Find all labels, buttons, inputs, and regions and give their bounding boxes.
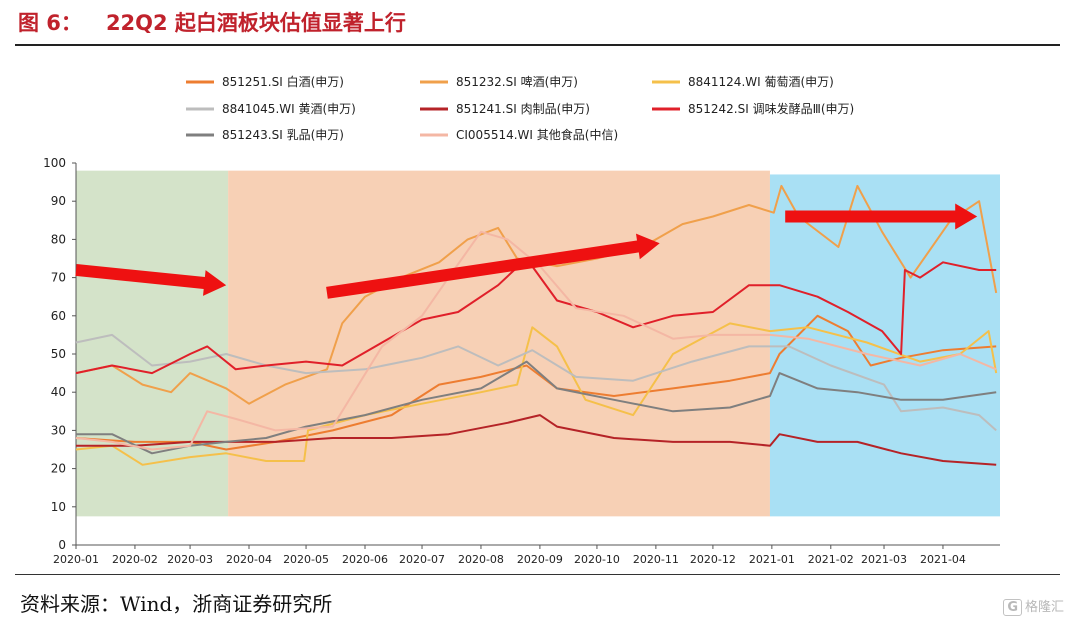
x-tick-label-2020-10: 2020-10 [574,553,620,566]
series-line-6 [76,360,997,455]
trend-arrow-2 [785,203,978,230]
legend-label-4: 851241.SI 肉制品(申万) [456,102,590,116]
series-line-4 [76,414,997,466]
x-tick-label-2020-08: 2020-08 [458,553,504,566]
x-tick-label-2020-09: 2020-09 [517,553,563,566]
x-tick-label-2020-06: 2020-06 [342,553,388,566]
series-line-3 [75,333,997,432]
x-tick-label-2020-11: 2020-11 [633,553,679,566]
series-line-7 [75,230,997,451]
x-tick-label-2021-03: 2021-03 [861,553,907,566]
x-tick-label-2020-02: 2020-02 [112,553,158,566]
title-divider [15,44,1060,46]
source-note: 资料来源：Wind，浙商证券研究所 [20,592,333,616]
watermark-text: 格隆汇 [1024,600,1064,615]
y-tick-label-50: 50 [51,347,66,361]
legend-label-6: 851243.SI 乳品(申万) [222,128,344,142]
trend-arrow-1 [326,233,660,299]
x-tick-label-2020-05: 2020-05 [283,553,329,566]
legend-label-3: 8841045.WI 黄酒(申万) [222,102,356,116]
y-tick-label-100: 100 [43,156,66,170]
source-divider [15,574,1060,575]
x-tick-label-2021-01: 2021-01 [749,553,795,566]
series-line-5 [75,257,997,375]
figure-title-text: 22Q2 起白酒板块估值显著上行 [105,11,406,35]
x-tick-label-2020-12: 2020-12 [690,553,736,566]
x-tick-label-2021-04: 2021-04 [920,553,966,566]
shaded-period-2 [769,174,1000,517]
x-tick-label-2020-01: 2020-01 [53,553,99,566]
shaded-period-0 [76,170,229,517]
x-tick-label-2020-03: 2020-03 [167,553,213,566]
legend-label-1: 851232.SI 啤酒(申万) [456,74,578,89]
legend-label-2: 8841124.WI 葡萄酒(申万) [688,75,834,89]
x-tick-label-2020-04: 2020-04 [226,553,272,566]
legend-label-0: 851251.SI 白酒(申万) [222,74,344,89]
g-logo-icon: G [1003,599,1022,616]
legend-label-5: 851242.SI 调味发酵品Ⅲ(申万) [688,101,854,116]
trend-arrow-0 [75,264,227,296]
y-tick-label-30: 30 [51,423,66,437]
series-line-0 [75,314,997,451]
figure-title: 图 6： 22Q2 起白酒板块估值显著上行 [18,7,406,37]
y-tick-label-90: 90 [51,194,66,208]
x-tick-label-2020-07: 2020-07 [399,553,445,566]
y-tick-label-60: 60 [51,309,66,323]
y-tick-label-20: 20 [51,462,66,476]
valuation-line-chart: 0 10 20 30 40 50 60 70 80 90 100 2020-01 2020-02 2020… [43,74,1000,566]
figure-label: 图 6： [18,11,82,35]
watermark: G 格隆汇 [1003,596,1064,616]
y-tick-label-70: 70 [51,271,66,285]
x-tick-label-2021-02: 2021-02 [808,553,854,566]
series-line-2 [75,322,998,466]
legend-label-7: CI005514.WI 其他食品(中信) [456,127,618,142]
y-tick-label-10: 10 [51,500,66,514]
y-tick-label-40: 40 [51,385,66,399]
y-tick-label-0: 0 [58,538,66,552]
y-tick-label-80: 80 [51,232,66,246]
